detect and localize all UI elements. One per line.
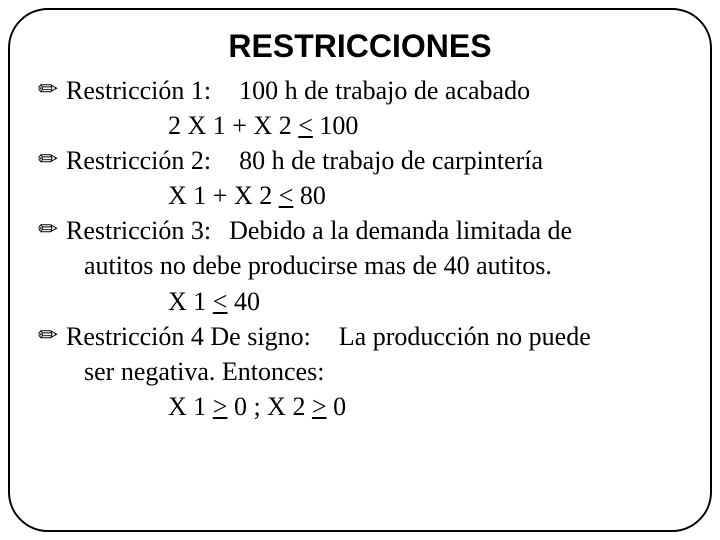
bullet-icon: ✏ bbox=[38, 319, 66, 353]
restriction-3-cont: autitos no debe producirse mas de 40 aut… bbox=[84, 248, 682, 283]
restriction-4-formula: X 1 > 0 ; X 2 > 0 bbox=[168, 389, 682, 424]
bullet-icon: ✏ bbox=[38, 73, 66, 107]
restriction-2-line: ✏ Restricción 2:80 h de trabajo de carpi… bbox=[38, 143, 682, 178]
slide-content: ✏ Restricción 1:100 h de trabajo de acab… bbox=[38, 73, 682, 424]
restriction-3-text: Restricción 3:Debido a la demanda limita… bbox=[66, 213, 572, 248]
restriction-4-line: ✏ Restricción 4 De signo:La producción n… bbox=[38, 319, 682, 354]
restriction-1-line: ✏ Restricción 1:100 h de trabajo de acab… bbox=[38, 73, 682, 108]
restriction-1-formula: 2 X 1 + X 2 < 100 bbox=[168, 108, 682, 143]
slide-title: RESTRICCIONES bbox=[38, 28, 682, 65]
restriction-1-text: Restricción 1:100 h de trabajo de acabad… bbox=[66, 73, 530, 108]
restriction-4-cont: ser negativa. Entonces: bbox=[84, 354, 682, 389]
restriction-2-text: Restricción 2:80 h de trabajo de carpint… bbox=[66, 143, 543, 178]
restriction-3-line: ✏ Restricción 3:Debido a la demanda limi… bbox=[38, 213, 682, 248]
restriction-4-text: Restricción 4 De signo:La producción no … bbox=[66, 319, 591, 354]
slide-frame: RESTRICCIONES ✏ Restricción 1:100 h de t… bbox=[8, 8, 712, 532]
restriction-3-formula: X 1 < 40 bbox=[168, 284, 682, 319]
bullet-icon: ✏ bbox=[38, 213, 66, 247]
bullet-icon: ✏ bbox=[38, 143, 66, 177]
restriction-2-formula: X 1 + X 2 < 80 bbox=[168, 178, 682, 213]
